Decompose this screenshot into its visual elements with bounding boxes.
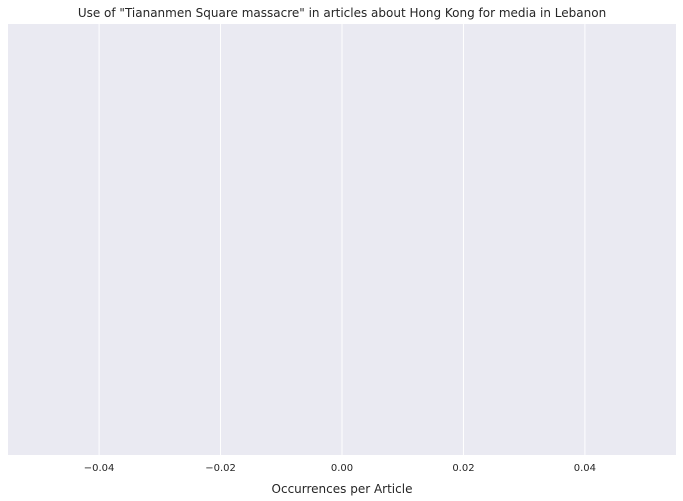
chart-title: Use of "Tiananmen Square massacre" in ar…	[78, 6, 606, 20]
x-axis-label: Occurrences per Article	[272, 482, 413, 496]
x-tick-label: 0.02	[452, 463, 474, 474]
x-tick-label: 0.04	[574, 463, 596, 474]
x-tick-label: −0.04	[84, 463, 115, 474]
gridlines	[98, 24, 586, 455]
x-tick-label: 0.00	[331, 463, 353, 474]
x-tick-label: −0.02	[205, 463, 236, 474]
x-tick-labels: −0.04 −0.02 0.00 0.02 0.04	[84, 463, 596, 474]
